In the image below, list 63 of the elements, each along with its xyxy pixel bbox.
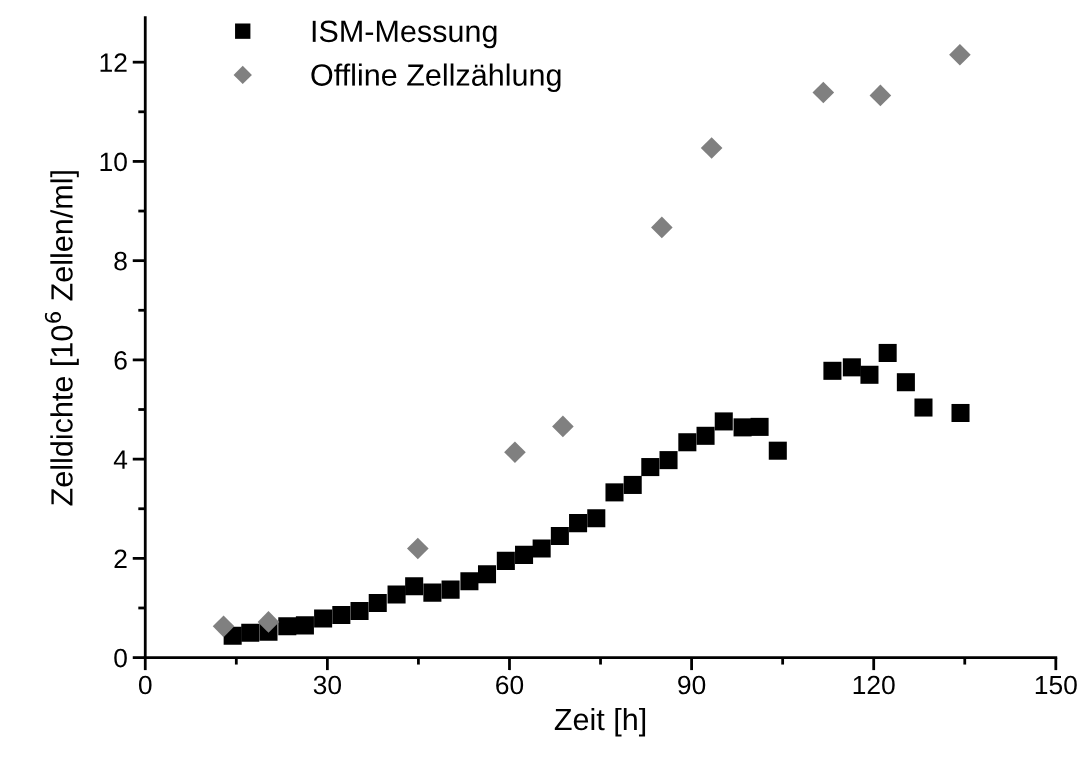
x-tick-label: 120 [853, 675, 895, 695]
point [605, 483, 624, 502]
point [869, 84, 892, 107]
point [295, 616, 314, 635]
point [750, 417, 769, 436]
point [257, 611, 280, 633]
point [368, 594, 387, 613]
point [460, 572, 479, 591]
y-tick-label: 4 [113, 450, 128, 469]
x-tick-label: 60 [496, 675, 524, 695]
point [569, 514, 588, 533]
y-axis-title: Zelldichte [10$^{6}$ Zellen/ml] [44, 171, 79, 506]
point [550, 527, 569, 546]
point [860, 365, 879, 384]
point [896, 373, 915, 392]
y-tick-label: 0 [114, 648, 127, 668]
x-tick-label: 150 [1035, 675, 1077, 695]
point [623, 475, 642, 494]
point [405, 577, 424, 596]
x-tick-label: 0 [138, 675, 152, 695]
point [823, 361, 842, 380]
point [951, 403, 970, 423]
point [350, 601, 369, 620]
point [387, 585, 406, 604]
point [842, 358, 861, 377]
point [552, 415, 574, 438]
point [878, 343, 897, 362]
x-tick-label: 90 [678, 675, 706, 695]
y-tick-label: 6 [114, 351, 127, 370]
point [914, 398, 933, 417]
point [332, 605, 351, 624]
x-axis-title: Zeit [h] [554, 707, 646, 737]
point [532, 539, 551, 558]
point [212, 615, 235, 638]
point [441, 580, 460, 599]
point [714, 412, 733, 431]
point [241, 623, 260, 642]
point [700, 137, 723, 159]
legend-label: Offline Zellzählung [311, 63, 561, 92]
point [278, 617, 297, 636]
point [423, 583, 442, 602]
point [314, 609, 333, 628]
point [496, 551, 515, 570]
legend-label: ISM-Messung [312, 20, 497, 49]
y-tick-label: 10 [100, 152, 127, 172]
point [504, 441, 526, 463]
point [678, 433, 697, 452]
point [768, 441, 787, 460]
x-tick-label: 30 [313, 675, 342, 695]
y-tick-label: 12 [100, 53, 127, 72]
y-tick-label: 8 [114, 251, 127, 271]
point [733, 418, 752, 437]
point [515, 545, 534, 564]
point [407, 537, 429, 560]
y-tick-label: 2 [114, 549, 127, 568]
point [812, 81, 835, 104]
point [949, 43, 971, 66]
point [477, 565, 497, 584]
point [641, 458, 660, 477]
point [659, 451, 678, 470]
point [696, 426, 715, 445]
point [587, 509, 606, 528]
point [651, 216, 673, 239]
